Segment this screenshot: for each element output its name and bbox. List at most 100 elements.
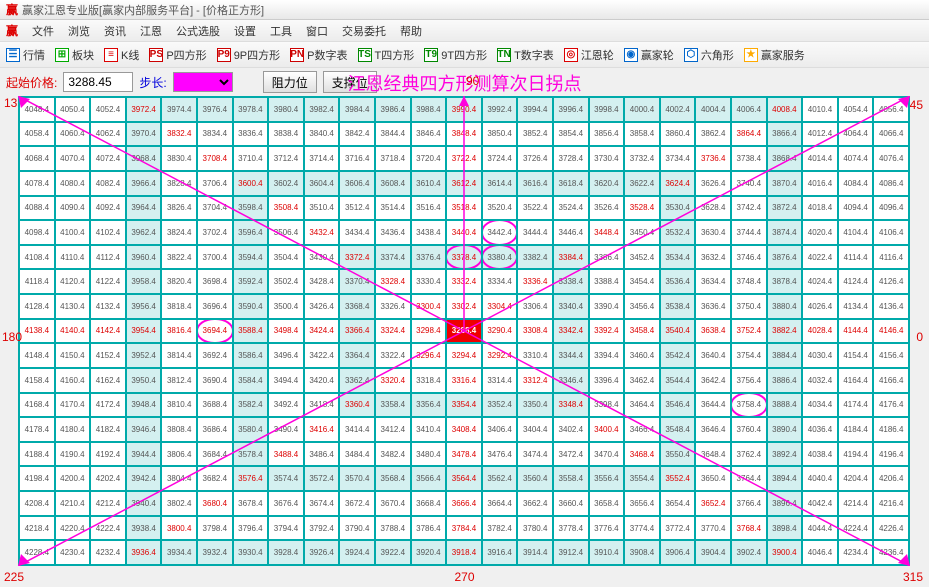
grid-cell: 3628.4: [695, 196, 731, 221]
step-select[interactable]: [173, 72, 233, 92]
grid-cell: 3762.4: [731, 442, 767, 467]
grid-cell: 3954.4: [126, 319, 162, 344]
grid-cell: 3358.4: [375, 393, 411, 418]
grid-cell: 4142.4: [90, 319, 126, 344]
toolbar-9P四方形[interactable]: P99P四方形: [217, 47, 280, 63]
toolbar-板块[interactable]: ⊞板块: [55, 47, 94, 63]
grid-cell: 4036.4: [802, 417, 838, 442]
menu-设置[interactable]: 设置: [234, 23, 256, 39]
toolbar-P四方形[interactable]: PSP四方形: [149, 47, 206, 63]
grid-cell: 4032.4: [802, 368, 838, 393]
grid-cell: 3784.4: [446, 516, 482, 541]
menu-江恩[interactable]: 江恩: [140, 23, 162, 39]
grid-cell: 3600.4: [233, 171, 269, 196]
grid-cell: 3778.4: [553, 516, 589, 541]
grid-cell: 4188.4: [19, 442, 55, 467]
toolbar-icon: T9: [424, 48, 438, 62]
toolbar-行情[interactable]: ☰行情: [6, 47, 45, 63]
grid-cell: 4152.4: [90, 343, 126, 368]
toolbar-六角形[interactable]: ⬡六角形: [684, 47, 734, 63]
toolbar-K线[interactable]: ≡K线: [104, 47, 139, 63]
grid-cell: 3638.4: [695, 319, 731, 344]
grid-cell: 3730.4: [589, 146, 625, 171]
toolbar-P数字表[interactable]: PNP数字表: [290, 47, 347, 63]
toolbar-赢家服务[interactable]: ★赢家服务: [744, 47, 805, 63]
grid-cell: 3502.4: [268, 269, 304, 294]
menu-浏览[interactable]: 浏览: [68, 23, 90, 39]
grid-cell: 3604.4: [304, 171, 340, 196]
grid-cell: 3522.4: [517, 196, 553, 221]
grid-cell: 4052.4: [90, 97, 126, 122]
menu-资讯[interactable]: 资讯: [104, 23, 126, 39]
grid-cell: 3452.4: [624, 245, 660, 270]
grid-cell: 4170.4: [55, 393, 91, 418]
corner-0: 0: [916, 330, 923, 344]
toolbar-T数字表[interactable]: TNT数字表: [497, 47, 554, 63]
grid-cell: 3332.4: [446, 269, 482, 294]
toolbar-9T四方形[interactable]: T99T四方形: [424, 47, 487, 63]
grid-cell: 3930.4: [233, 540, 269, 565]
grid-cell: 3564.4: [446, 466, 482, 491]
toolbar-label: 六角形: [701, 47, 734, 63]
grid-cell: 3756.4: [731, 368, 767, 393]
toolbar-江恩轮[interactable]: ◎江恩轮: [564, 47, 614, 63]
menu-窗口[interactable]: 窗口: [306, 23, 328, 39]
grid-cell: 4000.4: [624, 97, 660, 122]
grid-cell: 3374.4: [375, 245, 411, 270]
grid-cell: 3378.4: [446, 245, 482, 270]
menu-工具[interactable]: 工具: [270, 23, 292, 39]
grid-cell: 3874.4: [767, 220, 803, 245]
grid-cell: 3506.4: [268, 220, 304, 245]
grid-cell: 4178.4: [19, 417, 55, 442]
grid-cell: 4174.4: [838, 393, 874, 418]
grid-cell: 3828.4: [161, 171, 197, 196]
grid-cell: 3910.4: [589, 540, 625, 565]
grid-cell: 3790.4: [339, 516, 375, 541]
grid-cell: 3770.4: [695, 516, 731, 541]
grid-cell: 3440.4: [446, 220, 482, 245]
grid-cell: 4116.4: [873, 245, 909, 270]
grid-cell: 3726.4: [517, 146, 553, 171]
grid-cell: 3520.4: [482, 196, 518, 221]
grid-cell: 3448.4: [589, 220, 625, 245]
grid-cell: 3632.4: [695, 245, 731, 270]
grid-cell: 3906.4: [660, 540, 696, 565]
grid-cell: 3686.4: [197, 417, 233, 442]
toolbar-赢家轮[interactable]: ◉赢家轮: [624, 47, 674, 63]
grid-cell: 4104.4: [838, 220, 874, 245]
grid-cell: 3704.4: [197, 196, 233, 221]
grid-cell: 3712.4: [268, 146, 304, 171]
grid-cell: 3932.4: [197, 540, 233, 565]
grid-cell: 3472.4: [553, 442, 589, 467]
grid-cell: 4092.4: [90, 196, 126, 221]
grid-cell: 3474.4: [517, 442, 553, 467]
grid-cell: 4180.4: [55, 417, 91, 442]
grid-cell: 4186.4: [873, 417, 909, 442]
resistance-button[interactable]: 阻力位: [263, 71, 317, 93]
toolbar-T四方形[interactable]: TST四方形: [358, 47, 415, 63]
toolbar-icon: ★: [744, 48, 758, 62]
grid-cell: 3542.4: [660, 343, 696, 368]
grid-cell: 4024.4: [802, 269, 838, 294]
grid-cell: 3824.4: [161, 220, 197, 245]
window-title: 赢家江恩专业版[赢家内部服务平台] - [价格正方形]: [22, 2, 264, 18]
grid-cell: 3354.4: [446, 393, 482, 418]
menu-文件[interactable]: 文件: [32, 23, 54, 39]
menu-帮助[interactable]: 帮助: [400, 23, 422, 39]
grid-cell: 3744.4: [731, 220, 767, 245]
grid-cell: 3360.4: [339, 393, 375, 418]
start-price-input[interactable]: [63, 72, 133, 92]
grid-cell: 3870.4: [767, 171, 803, 196]
grid-cell: 4222.4: [90, 516, 126, 541]
grid-cell: 4154.4: [838, 343, 874, 368]
grid-cell: 3912.4: [553, 540, 589, 565]
grid-cell: 3500.4: [268, 294, 304, 319]
grid-cell: 3442.4: [482, 220, 518, 245]
grid-cell: 3984.4: [339, 97, 375, 122]
grid-cell: 3444.4: [517, 220, 553, 245]
menu-公式选股[interactable]: 公式选股: [176, 23, 220, 39]
menu-交易委托[interactable]: 交易委托: [342, 23, 386, 39]
grid-cell: 3990.4: [446, 97, 482, 122]
grid-cell: 3666.4: [446, 491, 482, 516]
toolbar-label: 赢家轮: [641, 47, 674, 63]
